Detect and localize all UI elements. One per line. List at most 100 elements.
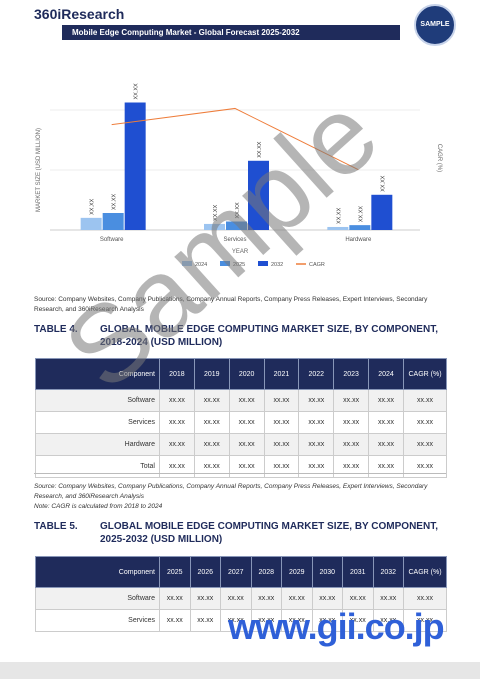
cell: xx.xx: [159, 389, 195, 412]
column-header: 2023: [333, 358, 370, 390]
bar: [248, 160, 269, 230]
row-label: Software: [35, 389, 160, 412]
value-label: XX.XX: [257, 141, 263, 158]
bar: [124, 102, 146, 230]
column-header: 2019: [193, 358, 230, 390]
cell: xx.xx: [193, 389, 230, 412]
cell: xx.xx: [193, 455, 230, 478]
cell: xx.xx: [250, 587, 282, 610]
column-header: 2032: [372, 556, 404, 588]
cell: xx.xx: [228, 389, 265, 412]
column-header: 2030: [311, 556, 343, 588]
row: Services xx.xx xx.xx xx.xx xx.xx xx.xx xx.xx xx…: [35, 411, 447, 434]
cell: xx.xx: [333, 433, 370, 456]
legend-label: 2025: [233, 262, 245, 268]
cell: xx.xx: [228, 455, 265, 478]
y2-axis-label: CAGR (%): [436, 144, 442, 172]
header-row: Component 2018 2019 2020 2021 2022 2023 2024 CAG…: [35, 358, 447, 390]
table-caption: TABLE 4. GLOBAL MOBILE EDGE COMPUTING MAR…: [34, 323, 454, 349]
legend-label: CAGR: [309, 262, 325, 268]
cell: xx.xx: [193, 433, 230, 456]
value-label: XX.XX: [358, 206, 364, 223]
cell: xx.xx: [342, 587, 374, 610]
value-label: XX.XX: [90, 198, 96, 215]
cell: xx.xx: [298, 411, 335, 434]
bar: [226, 221, 247, 230]
cell: xx.xx: [189, 587, 221, 610]
legend-swatch: [258, 261, 268, 266]
cell: xx.xx: [368, 411, 404, 434]
cagr-line: [111, 107, 359, 171]
column-header: 2026: [189, 556, 221, 588]
value-label: XX.XX: [336, 207, 342, 224]
cell: xx.xx: [403, 455, 447, 478]
chart-source: Source: Company Websites, Company Public…: [34, 296, 428, 313]
column-header: 2021: [263, 358, 300, 390]
cell: xx.xx: [159, 411, 195, 434]
cell: xx.xx: [228, 433, 265, 456]
cell: xx.xx: [159, 587, 191, 610]
cell: xx.xx: [189, 609, 221, 632]
cell: xx.xx: [403, 389, 447, 412]
column-header: 2022: [298, 358, 335, 390]
value-label: XX.XX: [213, 204, 219, 221]
column-header: 2024: [368, 358, 404, 390]
column-header: 2028: [250, 556, 282, 588]
cell: xx.xx: [159, 433, 195, 456]
cell: xx.xx: [263, 389, 300, 412]
column-header: 2031: [342, 556, 374, 588]
logo: 360iResearch: [34, 6, 125, 22]
table-number: TABLE 5.: [34, 521, 78, 532]
bar: [371, 194, 393, 230]
row-label: Services: [35, 411, 160, 434]
table-title: GLOBAL MOBILE EDGE COMPUTING MARKET SIZE…: [100, 521, 438, 545]
bar: [102, 213, 124, 230]
cell: xx.xx: [159, 609, 191, 632]
table-note: Note: CAGR is calculated from 2018 to 20…: [34, 503, 163, 510]
row: Software xx.xx xx.xx xx.xx xx.xx xx.xx xx.xx xx…: [35, 587, 447, 610]
column-header: CAGR (%): [403, 556, 447, 588]
cell: xx.xx: [368, 433, 404, 456]
row: Total xx.xx xx.xx xx.xx xx.xx xx.xx xx.xx xx.xx…: [35, 455, 447, 478]
x-tick-label: Hardware: [345, 237, 372, 243]
cell: xx.xx: [368, 455, 404, 478]
sample-badge: SAMPLE: [414, 4, 456, 46]
value-label: XX.XX: [112, 193, 118, 210]
cell: xx.xx: [263, 455, 300, 478]
table-source: Source: Company Websites, Company Public…: [34, 483, 428, 500]
chart: MARKET SIZE (USD MILLION) CAGR (%) YEAR …: [36, 83, 442, 268]
x-tick-label: Services: [223, 237, 246, 243]
cell: xx.xx: [298, 389, 335, 412]
divider: [34, 473, 446, 474]
cell: xx.xx: [311, 587, 343, 610]
row: Hardware xx.xx xx.xx xx.xx xx.xx xx.xx xx.xx xx…: [35, 433, 447, 456]
cell: xx.xx: [333, 411, 370, 434]
cell: xx.xx: [263, 433, 300, 456]
table: Component 2025 2026 2027 2028 2029 2030 2031 203…: [35, 556, 447, 632]
column-header: CAGR (%): [403, 358, 447, 390]
row-label: Hardware: [35, 433, 160, 456]
cell: xx.xx: [263, 411, 300, 434]
column-header: 2018: [159, 358, 195, 390]
value-label: XX.XX: [235, 202, 241, 219]
bar: [204, 223, 225, 230]
footer-band: [0, 662, 480, 679]
cell: xx.xx: [403, 609, 447, 632]
cell: xx.xx: [333, 455, 370, 478]
cell: xx.xx: [298, 455, 335, 478]
cell: xx.xx: [281, 587, 313, 610]
x-axis-label: YEAR: [232, 249, 249, 255]
header-row: Component 2025 2026 2027 2028 2029 2030 2031 203…: [35, 556, 447, 588]
bar: [327, 226, 349, 230]
column-header: 2020: [228, 358, 265, 390]
bar: [80, 217, 102, 230]
legend-swatch: [182, 261, 192, 266]
cell: xx.xx: [193, 411, 230, 434]
x-tick-label: Software: [100, 237, 124, 243]
bar: [349, 225, 371, 230]
column-header: 2027: [220, 556, 252, 588]
legend-label: 2024: [195, 262, 207, 268]
row-label: Services: [35, 609, 160, 632]
table: Component 2018 2019 2020 2021 2022 2023 2024 CAG…: [35, 358, 447, 478]
